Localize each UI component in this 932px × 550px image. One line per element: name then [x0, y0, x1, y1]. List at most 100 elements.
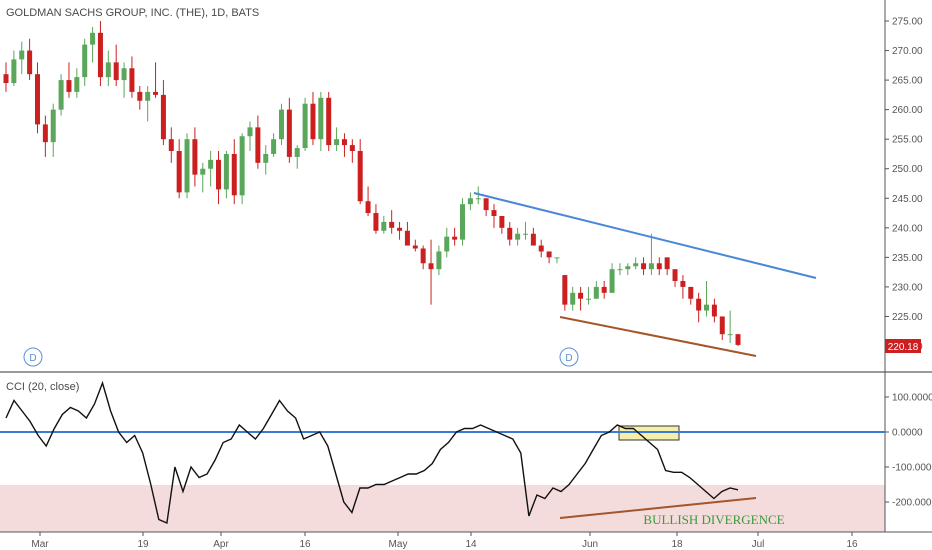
candle [286, 97, 292, 163]
candle-body [121, 68, 127, 81]
price-pane[interactable]: GOLDMAN SACHS GROUP, INC. (THE), 1D, BAT… [0, 7, 923, 532]
divergence-trendline[interactable] [559, 497, 757, 519]
candle [74, 68, 80, 98]
candle [412, 239, 418, 252]
candle [129, 56, 135, 98]
candle-body [145, 91, 151, 101]
candle-body [34, 74, 40, 125]
candle-body [137, 91, 143, 101]
time-tick-label: Apr [213, 539, 229, 550]
candle-body [664, 257, 670, 270]
candle-body [585, 298, 591, 300]
candle-body [475, 198, 481, 200]
candle-body [200, 168, 206, 175]
cci-tick-label: -200.0000 [892, 498, 932, 509]
price-tick-label: 240.00 [892, 223, 923, 234]
candle-body [255, 127, 261, 163]
candle-body [247, 127, 253, 137]
candle-body [719, 316, 725, 335]
candle [625, 263, 631, 276]
candle [735, 334, 741, 346]
time-tick-label: Jun [582, 539, 598, 550]
candle [200, 162, 206, 193]
cci-y-axis[interactable]: 100.0000 0.0000 -100.0000 -200.0000 [885, 393, 932, 509]
candle [58, 74, 64, 116]
candle-body [593, 286, 599, 299]
time-axis[interactable]: Mar 19 Apr 16 May 14 Jun 18 Jul 16 [31, 532, 858, 550]
candle [499, 216, 505, 234]
candle [223, 151, 229, 199]
candle-body [113, 62, 119, 81]
candle-body [27, 50, 33, 75]
candle [334, 127, 340, 151]
candle [522, 221, 528, 240]
candle-body [105, 62, 111, 78]
candle [66, 62, 72, 98]
dividend-marker[interactable]: D [559, 347, 579, 367]
candle-body [129, 68, 135, 92]
candle-body [617, 269, 623, 271]
candle-body [704, 304, 710, 311]
candle [278, 103, 284, 146]
dividend-marker[interactable]: D [23, 347, 43, 367]
candle [711, 298, 717, 323]
candle [326, 91, 332, 151]
candle-body [11, 59, 17, 84]
candle [617, 263, 623, 276]
last-price-label: 220.18 [888, 342, 919, 353]
candle [3, 62, 9, 92]
candle [664, 257, 670, 276]
candle [585, 286, 591, 305]
candle-body [176, 151, 182, 193]
price-tick-label: 245.00 [892, 194, 923, 205]
candle-body [341, 139, 347, 146]
candle-body [412, 245, 418, 249]
candle [349, 139, 355, 163]
candle [176, 139, 182, 199]
candle [538, 239, 544, 258]
candle [593, 281, 599, 299]
candle [357, 139, 363, 205]
candle [420, 245, 426, 270]
candle [97, 21, 103, 86]
cci-tick-label: 0.0000 [892, 428, 923, 439]
candle [515, 227, 521, 246]
candle-body [672, 269, 678, 281]
candle-body [381, 221, 387, 231]
candle-body [349, 145, 355, 151]
time-tick-label: Jul [752, 539, 765, 550]
candle-body [82, 44, 88, 78]
candle [444, 227, 450, 258]
candle-body [515, 233, 521, 240]
candle [208, 151, 214, 187]
candle [570, 286, 576, 311]
candle-body [420, 248, 426, 264]
candle-body [452, 236, 458, 240]
candle-body [97, 32, 103, 78]
candle-body [436, 251, 442, 270]
candle [475, 186, 481, 205]
candle-body [66, 80, 72, 92]
candle [641, 257, 647, 276]
candle-body [727, 334, 733, 336]
candle-body [223, 153, 229, 190]
candle [491, 204, 497, 228]
dividend-marker-circle [559, 347, 579, 367]
candle [530, 227, 536, 246]
candle-body [641, 263, 647, 270]
candle-body [286, 109, 292, 157]
upper-trendline[interactable] [473, 192, 817, 279]
cci-pane[interactable]: CCI (20, close) 100.0000 0.0000 -100.0000 -… [0, 380, 932, 527]
candle [271, 133, 277, 157]
price-tick-label: 225.00 [892, 312, 923, 323]
candle [507, 221, 513, 246]
candle [656, 257, 662, 276]
candle-body [499, 216, 505, 228]
candle-body [546, 251, 552, 258]
lower-trendline[interactable] [559, 316, 757, 357]
candle [578, 286, 584, 311]
candle [11, 50, 17, 86]
candle [42, 115, 48, 157]
candle [145, 86, 151, 122]
